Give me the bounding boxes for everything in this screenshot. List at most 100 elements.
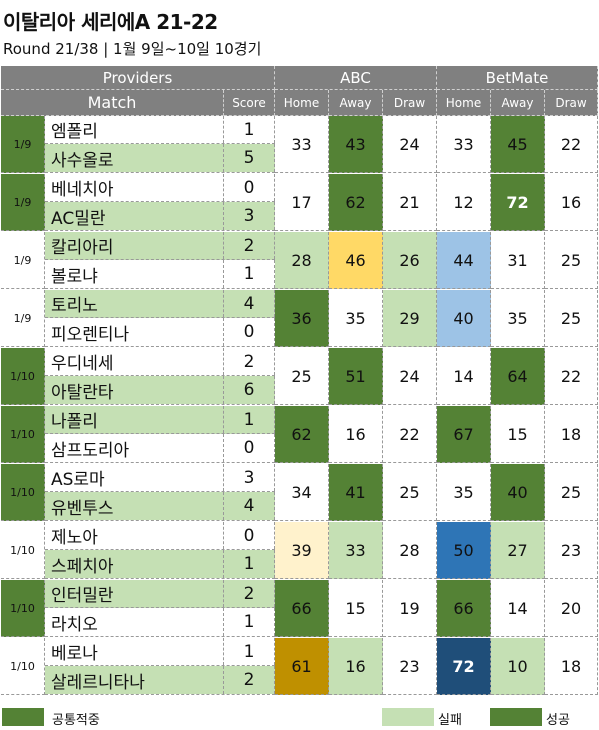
away-team-name: AC밀란 [45, 202, 224, 230]
abc-home-value: 17 [275, 174, 329, 231]
legend-success-swatch [490, 708, 542, 726]
betmate-home-value: 67 [437, 406, 491, 463]
match-date: 1/10 [1, 464, 45, 521]
home-team-name: 우디네세 [45, 348, 224, 375]
abc-draw-value: 26 [383, 232, 437, 289]
betmate-away-value: 45 [491, 116, 545, 173]
match-row: 1/10 인터밀란 2 라치오 1 66 15 19 66 14 20 [1, 580, 598, 638]
abc-home-value: 61 [275, 638, 329, 695]
home-team-row: 베네치아 0 [45, 174, 275, 202]
match-row: 1/9 엠폴리 1 사수올로 5 33 43 24 33 45 22 [1, 116, 598, 174]
legend: 공통적중 실패 성공 [0, 706, 599, 728]
legend-common-hit-swatch [2, 708, 44, 726]
home-team-name: 엠폴리 [45, 116, 224, 143]
match-date: 1/10 [1, 638, 45, 695]
betmate-home-value: 66 [437, 580, 491, 637]
home-team-row: 인터밀란 2 [45, 580, 275, 608]
match-row: 1/10 AS로마 3 유벤투스 4 34 41 25 35 40 25 [1, 464, 598, 522]
away-team-row: 살레르니타나 2 [45, 666, 275, 694]
home-team-row: 우디네세 2 [45, 348, 275, 376]
betmate-home-value: 12 [437, 174, 491, 231]
match-rows: 1/9 엠폴리 1 사수올로 5 33 43 24 33 45 22 1/9 베네치아 0 AC밀란 3 17 6… [1, 116, 598, 696]
betmate-draw-value: 25 [545, 290, 598, 347]
match-date: 1/10 [1, 522, 45, 579]
away-team-name: 볼로냐 [45, 260, 224, 288]
match-date: 1/9 [1, 232, 45, 289]
match-row: 1/10 제노아 0 스페치아 1 39 33 28 50 27 23 [1, 522, 598, 580]
match-teams: 베네치아 0 AC밀란 3 [45, 174, 275, 231]
home-team-row: 칼리아리 2 [45, 232, 275, 260]
away-team-name: 사수올로 [45, 144, 224, 172]
away-team-name: 스페치아 [45, 550, 224, 578]
abc-away-value: 41 [329, 464, 383, 521]
betmate-home-value: 40 [437, 290, 491, 347]
abc-home-value: 25 [275, 348, 329, 405]
home-team-row: 나폴리 1 [45, 406, 275, 434]
home-team-row: 토리노 4 [45, 290, 275, 318]
betmate-home-value: 44 [437, 232, 491, 289]
home-team-name: 칼리아리 [45, 232, 224, 259]
betmate-draw-value: 23 [545, 522, 598, 579]
abc-home-value: 66 [275, 580, 329, 637]
home-team-name: AS로마 [45, 464, 224, 491]
betmate-draw-value: 22 [545, 116, 598, 173]
abc-away-value: 15 [329, 580, 383, 637]
away-team-row: 삼프도리아 0 [45, 434, 275, 462]
abc-draw-value: 28 [383, 522, 437, 579]
home-team-score: 4 [224, 290, 275, 317]
match-row: 1/9 베네치아 0 AC밀란 3 17 62 21 12 72 16 [1, 174, 598, 232]
betmate-draw-value: 18 [545, 406, 598, 463]
betmate-home-value: 72 [437, 638, 491, 695]
abc-away-value: 51 [329, 348, 383, 405]
home-team-name: 나폴리 [45, 406, 224, 433]
betmate-draw-value: 25 [545, 464, 598, 521]
away-team-name: 유벤투스 [45, 492, 224, 520]
match-teams: 칼리아리 2 볼로냐 1 [45, 232, 275, 289]
legend-fail-label: 실패 [438, 713, 462, 728]
home-team-name: 제노아 [45, 522, 224, 549]
betmate-home-value: 33 [437, 116, 491, 173]
match-date: 1/10 [1, 406, 45, 463]
betmate-draw-value: 16 [545, 174, 598, 231]
abc-home-value: 62 [275, 406, 329, 463]
betmate-draw-value: 18 [545, 638, 598, 695]
predictions-table: Providers ABC BetMate Match Score Home A… [1, 66, 598, 696]
match-row: 1/10 우디네세 2 아탈란타 6 25 51 24 14 64 22 [1, 348, 598, 406]
betmate-away-header: Away [491, 90, 545, 116]
match-date: 1/10 [1, 348, 45, 405]
away-team-score: 1 [224, 260, 275, 288]
legend-common-hit-label: 공통적중 [52, 713, 100, 728]
match-row: 1/9 토리노 4 피오렌티나 0 36 35 29 40 35 25 [1, 290, 598, 348]
match-teams: 토리노 4 피오렌티나 0 [45, 290, 275, 347]
page-title: 이탈리아 세리에A 21-22 [3, 10, 218, 34]
abc-home-value: 39 [275, 522, 329, 579]
legend-success-label: 성공 [546, 713, 570, 728]
header-row-columns: Match Score Home Away Draw Home Away Dra… [1, 90, 598, 116]
abc-draw-value: 23 [383, 638, 437, 695]
home-team-row: 엠폴리 1 [45, 116, 275, 144]
betmate-away-value: 27 [491, 522, 545, 579]
away-team-row: AC밀란 3 [45, 202, 275, 230]
match-date: 1/9 [1, 290, 45, 347]
abc-away-value: 16 [329, 638, 383, 695]
provider-abc-header: ABC [275, 66, 437, 90]
match-teams: 인터밀란 2 라치오 1 [45, 580, 275, 637]
header-row-providers: Providers ABC BetMate [1, 66, 598, 90]
abc-away-header: Away [329, 90, 383, 116]
betmate-draw-value: 25 [545, 232, 598, 289]
away-team-row: 볼로냐 1 [45, 260, 275, 288]
away-team-row: 라치오 1 [45, 608, 275, 636]
provider-betmate-header: BetMate [437, 66, 598, 90]
abc-away-value: 46 [329, 232, 383, 289]
betmate-away-value: 31 [491, 232, 545, 289]
match-teams: 베로나 1 살레르니타나 2 [45, 638, 275, 695]
abc-draw-header: Draw [383, 90, 437, 116]
match-date: 1/9 [1, 116, 45, 173]
abc-draw-value: 29 [383, 290, 437, 347]
away-team-score: 0 [224, 318, 275, 346]
match-teams: 엠폴리 1 사수올로 5 [45, 116, 275, 173]
betmate-away-value: 35 [491, 290, 545, 347]
abc-away-value: 16 [329, 406, 383, 463]
abc-away-value: 62 [329, 174, 383, 231]
home-team-name: 토리노 [45, 290, 224, 317]
